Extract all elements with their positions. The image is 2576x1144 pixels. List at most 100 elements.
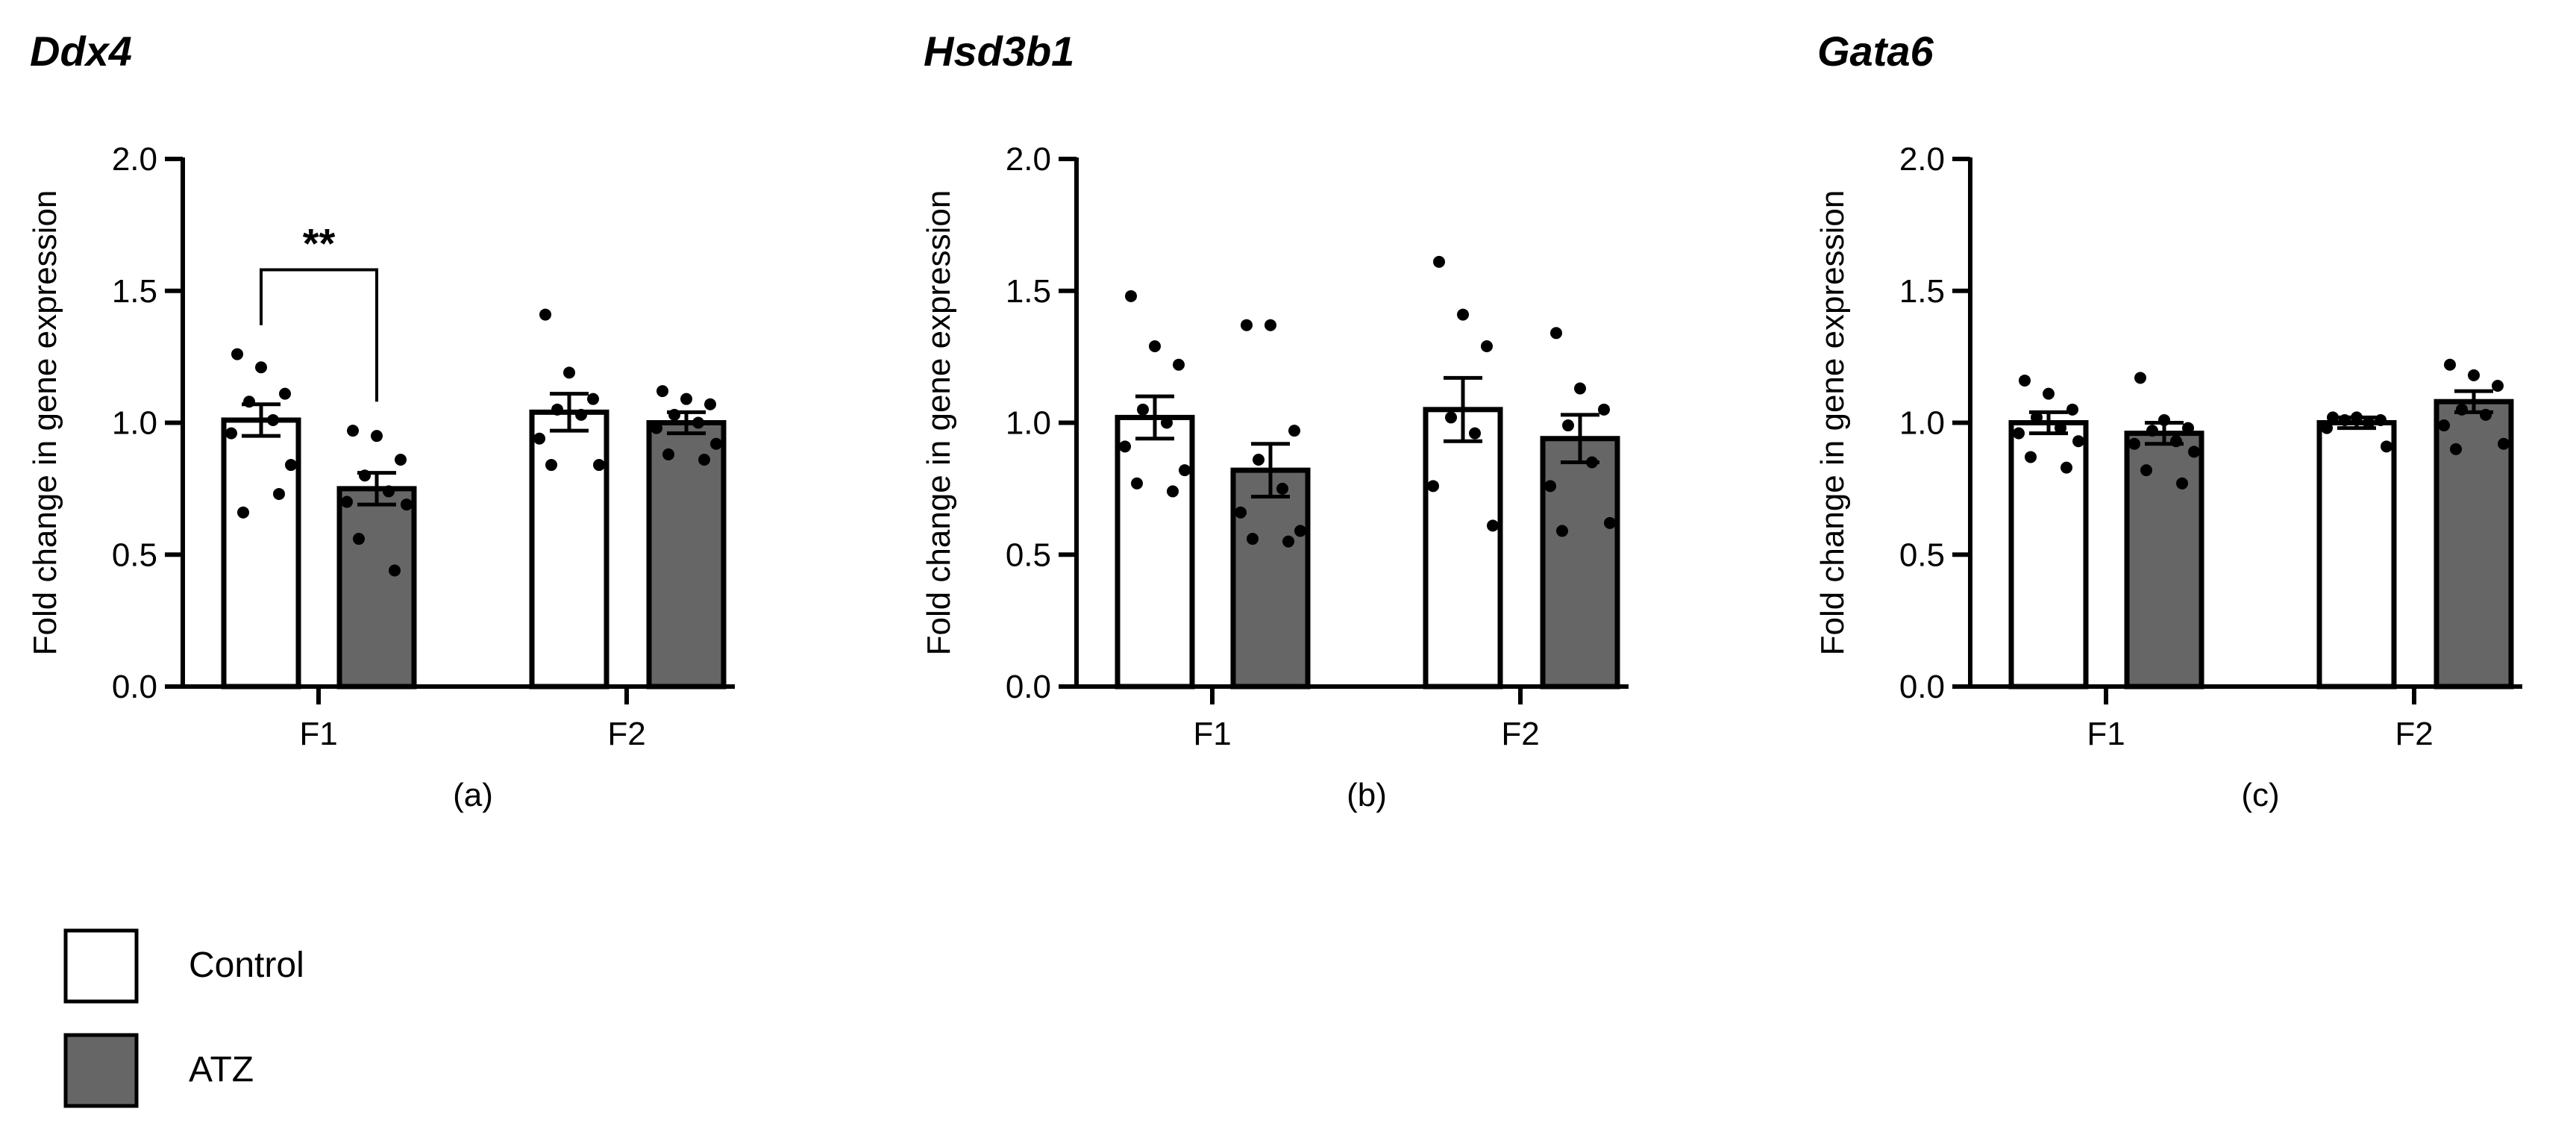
data-point (587, 393, 599, 405)
data-point (2438, 419, 2450, 432)
data-point (2450, 443, 2462, 455)
data-point (341, 496, 353, 508)
data-point (1131, 477, 1143, 490)
data-point (2043, 387, 2055, 400)
data-point (255, 361, 267, 374)
data-point (2128, 437, 2140, 450)
y-tick-label: 2.0 (112, 141, 157, 178)
chart-title: Hsd3b1 (924, 28, 1074, 75)
data-point (1604, 516, 1616, 529)
data-point (2134, 372, 2146, 384)
data-point (656, 385, 668, 398)
y-tick-label: 0.5 (112, 537, 157, 573)
data-point (680, 393, 692, 405)
data-point (267, 413, 279, 426)
data-point (243, 396, 255, 408)
data-point (231, 348, 243, 360)
data-point (651, 422, 662, 434)
data-point (1427, 480, 1439, 493)
data-point (1253, 453, 1265, 466)
panel-label: (a) (453, 777, 493, 813)
data-point (593, 459, 605, 472)
data-point (698, 453, 710, 466)
data-point (563, 366, 575, 379)
data-point (401, 498, 413, 511)
x-tick-label: F2 (1501, 716, 1539, 752)
y-axis-label: Fold change in gene expression (921, 190, 957, 656)
y-axis-label: Fold change in gene expression (27, 190, 63, 656)
data-point (347, 425, 359, 437)
significance-label: ** (303, 219, 336, 266)
data-point (662, 448, 674, 460)
data-point (692, 416, 704, 429)
data-point (1247, 533, 1259, 546)
data-point (1457, 308, 1469, 321)
data-point (2381, 440, 2392, 453)
legend-label-atz: ATZ (189, 1050, 254, 1090)
data-point (389, 564, 401, 577)
y-tick-label: 0.0 (1899, 669, 1945, 705)
data-point (1282, 535, 1294, 548)
data-point (1149, 340, 1161, 352)
y-tick-label: 2.0 (1899, 141, 1945, 178)
y-tick-label: 1.5 (112, 273, 157, 310)
y-tick-label: 0.5 (1006, 537, 1051, 573)
data-point (2444, 358, 2456, 371)
data-point (2061, 461, 2072, 474)
data-point (359, 469, 371, 482)
data-point (668, 408, 680, 421)
y-tick-label: 2.0 (1006, 141, 1051, 178)
data-point (1556, 525, 1568, 537)
data-point (2480, 408, 2492, 421)
data-point (1167, 485, 1179, 498)
x-tick-label: F1 (2087, 716, 2125, 752)
legend-swatch-atz (63, 1033, 139, 1108)
data-point (545, 459, 557, 472)
data-point (1586, 456, 1598, 469)
bar-control-f1 (221, 417, 301, 690)
y-tick-label: 1.5 (1006, 273, 1051, 310)
data-point (2375, 413, 2387, 426)
data-point (575, 408, 587, 421)
bar-atz-f2 (646, 420, 727, 690)
data-point (2351, 411, 2363, 424)
data-point (2019, 374, 2031, 387)
data-point (2013, 427, 2025, 440)
y-tick-label: 0.5 (1899, 537, 1945, 573)
data-point (1161, 416, 1173, 429)
data-point (285, 459, 297, 472)
data-point (395, 453, 407, 466)
data-point (2321, 422, 2333, 434)
chart-panel-gata6: Gata6 Fold change in gene expression 0.0 0.… (1814, 28, 2522, 813)
data-point (1235, 506, 1247, 519)
data-point (225, 427, 237, 440)
bar-atz-f2 (1540, 436, 1620, 690)
y-axis-label: Fold change in gene expression (1814, 190, 1851, 656)
data-point (279, 387, 291, 400)
data-point (2146, 425, 2158, 437)
data-point (2498, 437, 2510, 450)
data-point (2170, 435, 2182, 448)
bar-control-f2 (2316, 420, 2397, 690)
data-point (710, 437, 722, 450)
data-point (2055, 422, 2066, 434)
data-point (1265, 319, 1276, 331)
x-tick-label: F1 (1193, 716, 1231, 752)
legend: Control ATZ (63, 928, 304, 1108)
chart-title: Ddx4 (30, 28, 132, 75)
data-point (1125, 290, 1137, 302)
data-point (1550, 327, 1562, 340)
data-point (2327, 411, 2339, 424)
data-point (2158, 413, 2170, 426)
data-point (1469, 427, 1481, 440)
data-point (2031, 411, 2043, 424)
data-point (1445, 411, 1457, 424)
bar-atz-f1 (2124, 431, 2204, 690)
data-point (1137, 403, 1149, 416)
significance-bracket (260, 268, 378, 402)
bar-control-f1 (2008, 420, 2089, 690)
data-point (1562, 419, 1574, 432)
panel-label: (b) (1347, 777, 1387, 813)
data-point (2066, 403, 2078, 416)
